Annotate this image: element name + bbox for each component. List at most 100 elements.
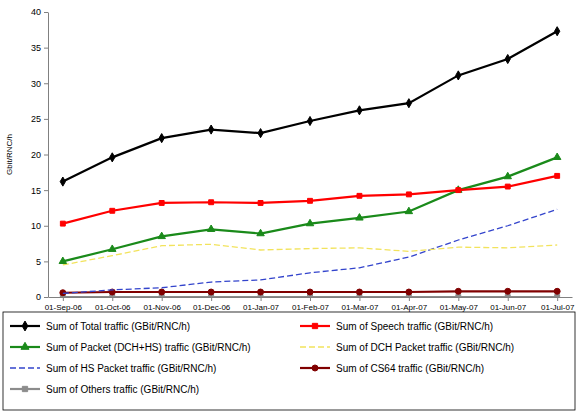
- series-markers: [60, 27, 560, 186]
- y-axis: 0510152025303540: [31, 7, 49, 302]
- x-tick-label: 01-Jan-07: [243, 303, 280, 312]
- x-tick-label: 01-Nov-06: [144, 303, 182, 312]
- marker: [406, 192, 411, 197]
- series-line: [63, 244, 557, 265]
- legend-label: Sum of HS Packet traffic (GBit/RNC/h): [46, 363, 216, 374]
- marker: [59, 257, 66, 263]
- y-tick-mark: [44, 119, 48, 120]
- y-tick-mark: [44, 48, 48, 49]
- marker: [110, 153, 115, 162]
- marker: [159, 201, 164, 206]
- marker: [555, 295, 560, 297]
- plot-marks: [59, 27, 561, 297]
- x-tick-mark: [112, 297, 113, 301]
- legend-label: Sum of DCH Packet traffic (GBit/RNC/h): [336, 342, 514, 353]
- x-tick-mark: [261, 297, 262, 301]
- chart: 051015202530354001-Sep-0601-Oct-0601-Nov…: [0, 0, 579, 417]
- marker: [158, 232, 165, 238]
- legend-label: Sum of CS64 traffic (GBit/RNC/h): [336, 363, 484, 374]
- marker: [308, 198, 313, 203]
- x-tick-label: 01-Sep-06: [45, 303, 83, 312]
- x-tick-mark: [63, 297, 64, 301]
- marker: [405, 207, 412, 213]
- x-tick-label: 01-May-07: [440, 303, 479, 312]
- legend-label: Sum of Packet (DCH+HS) traffic (GBit/RNC…: [46, 342, 251, 353]
- marker: [555, 173, 560, 178]
- marker: [455, 288, 461, 294]
- legend-item: Sum of CS64 traffic (GBit/RNC/h): [300, 363, 484, 374]
- y-tick-label: 20: [31, 150, 41, 160]
- legend-marker: [312, 365, 318, 371]
- y-tick-mark: [44, 155, 48, 156]
- y-tick-label: 10: [31, 221, 41, 231]
- marker: [109, 245, 116, 251]
- y-tick-label: 5: [36, 257, 41, 267]
- x-tick-mark: [508, 297, 509, 301]
- marker: [209, 125, 214, 134]
- x-tick-mark: [211, 297, 212, 301]
- marker: [505, 288, 511, 294]
- marker: [456, 295, 461, 297]
- legend-item: Sum of DCH Packet traffic (GBit/RNC/h): [300, 342, 514, 353]
- legend-marker: [21, 342, 29, 349]
- marker: [554, 288, 560, 294]
- x-tick: 01-Oct-06: [95, 297, 131, 312]
- y-tick: 5: [36, 257, 48, 267]
- marker: [159, 134, 164, 143]
- y-tick-label: 40: [31, 7, 41, 17]
- legend-line: [300, 346, 330, 347]
- marker: [208, 289, 214, 295]
- y-tick-mark: [44, 12, 48, 13]
- legend-label: Sum of Others traffic (GBit/RNC/h): [46, 384, 199, 395]
- legend-label: Sum of Total traffic (GBit/RNC/h): [46, 321, 190, 332]
- legend-item: Sum of Others traffic (GBit/RNC/h): [10, 384, 199, 395]
- marker: [553, 153, 560, 159]
- marker: [60, 177, 65, 186]
- y-tick: 40: [31, 7, 48, 17]
- marker: [357, 106, 362, 115]
- y-axis-line: [48, 13, 49, 298]
- legend-item: Sum of Speech traffic (GBit/RNC/h): [300, 321, 493, 332]
- y-tick-label: 30: [31, 79, 41, 89]
- legend-box: [3, 312, 575, 410]
- legend-marker: [22, 321, 28, 331]
- y-tick: 35: [31, 43, 48, 53]
- x-tick: 01-Apr-07: [392, 297, 428, 312]
- y-tick-mark: [44, 190, 48, 191]
- legend-item: Sum of HS Packet traffic (GBit/RNC/h): [10, 363, 216, 374]
- marker: [505, 184, 510, 189]
- marker: [456, 188, 461, 193]
- marker: [406, 289, 412, 295]
- x-tick-label: 01-Dec-06: [193, 303, 231, 312]
- marker: [258, 201, 263, 206]
- marker: [356, 289, 362, 295]
- legend: Sum of Total traffic (GBit/RNC/h) Sum of …: [3, 312, 575, 410]
- x-tick-mark: [359, 297, 360, 301]
- marker: [307, 289, 313, 295]
- x-tick-mark: [409, 297, 410, 301]
- marker: [505, 295, 510, 297]
- marker: [357, 193, 362, 198]
- y-tick-mark: [44, 297, 48, 298]
- x-tick-label: 01-Apr-07: [392, 303, 428, 312]
- x-tick: 01-Nov-06: [144, 297, 182, 312]
- series-line: [63, 209, 557, 293]
- series-markers: [60, 173, 559, 226]
- y-tick-label: 0: [36, 292, 41, 302]
- legend-marker: [312, 323, 317, 328]
- marker: [207, 225, 214, 231]
- y-tick-label: 25: [31, 114, 41, 124]
- y-tick: 20: [31, 150, 48, 160]
- x-tick-mark: [310, 297, 311, 301]
- marker: [258, 289, 264, 295]
- marker: [209, 200, 214, 205]
- x-tick: 01-Feb-07: [292, 297, 329, 312]
- x-axis: 01-Sep-06 01-Oct-06 01-Nov-06 01-Dec-06 01-J…: [45, 297, 575, 312]
- marker: [306, 219, 313, 225]
- y-tick-mark: [44, 261, 48, 262]
- x-tick-label: 01-Oct-06: [95, 303, 131, 312]
- x-tick: 01-Dec-06: [193, 297, 231, 312]
- x-tick-label: 01-Mar-07: [341, 303, 378, 312]
- x-tick-label: 01-Feb-07: [292, 303, 329, 312]
- marker: [307, 116, 312, 125]
